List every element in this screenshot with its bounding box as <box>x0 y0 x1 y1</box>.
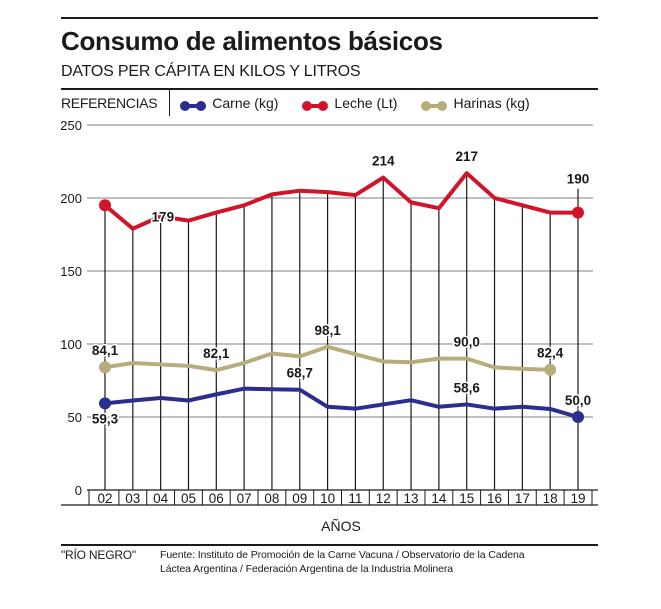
header-rule <box>61 88 598 90</box>
legend-text-leche: Leche (Lt) <box>334 95 398 111</box>
footer-source: Fuente: Instituto de Promoción de la Car… <box>160 548 580 576</box>
data-label-leche: 190 <box>567 172 590 187</box>
data-label-harinas: 90,0 <box>454 335 480 350</box>
x-tick-label: 12 <box>376 491 391 506</box>
x-tick-label: 04 <box>153 491 169 506</box>
footer-source-line-2: Láctea Argentina / Federación Argentina … <box>160 563 454 575</box>
x-tick-label: 03 <box>125 491 140 506</box>
x-tick-label: 08 <box>264 491 279 506</box>
endpoint-marker-harinas <box>544 363 557 376</box>
gridlines: 0 50 100 150 200 250 <box>60 118 598 498</box>
legend-text-harinas: Harinas (kg) <box>453 95 530 111</box>
legend-item-carne: Carne (kg) <box>180 95 278 111</box>
legend-swatch-harinas <box>421 98 448 111</box>
y-tick-label: 200 <box>60 191 82 206</box>
data-labels: 59,3 68,7 58,6 50,0 179 214 217 190 84,1 82,1 98,1… <box>90 148 592 428</box>
legend-label: REFERENCIAS <box>61 90 171 116</box>
series <box>99 171 584 423</box>
legend-text-carne: Carne (kg) <box>212 95 279 111</box>
endpoint-marker-carne <box>99 397 111 410</box>
data-label-harinas: 82,4 <box>537 346 564 361</box>
x-tick-label: 09 <box>292 491 307 506</box>
x-tick-label: 19 <box>570 491 585 506</box>
data-label-harinas: 84,1 <box>92 343 119 358</box>
data-label-harinas: 98,1 <box>314 323 341 338</box>
x-tick-label: 02 <box>97 491 112 506</box>
series-line-carne <box>103 386 580 419</box>
data-label-carne: 68,7 <box>287 366 313 381</box>
y-tick-label: 50 <box>68 410 82 425</box>
endpoint-marker-leche <box>99 199 111 212</box>
x-axis: 02 03 04 05 06 07 08 09 10 11 12 13 14 15 16 17 18 19 <box>61 490 598 506</box>
footer-rule <box>61 544 598 546</box>
x-tick-label: 16 <box>487 491 502 506</box>
x-tick-label: 11 <box>348 491 362 506</box>
x-tick-label: 07 <box>237 491 252 506</box>
top-rule <box>61 17 598 19</box>
data-label-leche: 179 <box>152 210 175 225</box>
data-label-harinas: 82,1 <box>203 346 230 361</box>
x-tick-label: 13 <box>404 491 419 506</box>
x-tick-label: 14 <box>431 491 447 506</box>
chart-subtitle: DATOS PER CÁPITA EN KILOS Y LITROS <box>61 63 361 80</box>
year-verticals <box>104 173 579 490</box>
legend-item-harinas: Harinas (kg) <box>421 95 530 111</box>
data-label-carne: 58,6 <box>454 380 481 395</box>
y-tick-label: 250 <box>60 118 82 133</box>
x-axis-title: AÑOS <box>321 518 361 534</box>
legend: REFERENCIAS Carne (kg) Leche (Lt) Harina… <box>61 90 554 116</box>
series-line-leche <box>103 171 580 231</box>
chart-title: Consumo de alimentos básicos <box>61 26 443 56</box>
legend-swatch-leche <box>302 98 329 111</box>
data-label-leche: 217 <box>455 149 478 164</box>
y-tick-label: 150 <box>60 264 82 279</box>
endpoint-marker-carne <box>572 411 584 423</box>
endpoint-marker-leche <box>572 206 584 219</box>
footer-credit: "RÍO NEGRO" <box>61 548 136 562</box>
legend-swatch-carne <box>180 98 207 111</box>
x-tick-label: 06 <box>209 491 224 506</box>
x-tick-label: 18 <box>543 491 558 506</box>
x-tick-label: 17 <box>515 491 530 506</box>
data-label-carne: 59,3 <box>92 411 119 426</box>
x-tick-label: 10 <box>320 491 335 506</box>
x-tick-label: 05 <box>181 491 196 506</box>
data-label-carne: 50,0 <box>565 393 591 408</box>
y-tick-label: 100 <box>60 337 82 352</box>
x-tick-label: 15 <box>459 491 474 506</box>
legend-item-leche: Leche (Lt) <box>302 95 397 111</box>
y-tick-label: 0 <box>75 483 82 498</box>
endpoint-marker-harinas <box>99 361 111 374</box>
footer-source-line-1: Fuente: Instituto de Promoción de la Car… <box>160 549 525 561</box>
data-label-leche: 214 <box>372 154 395 169</box>
